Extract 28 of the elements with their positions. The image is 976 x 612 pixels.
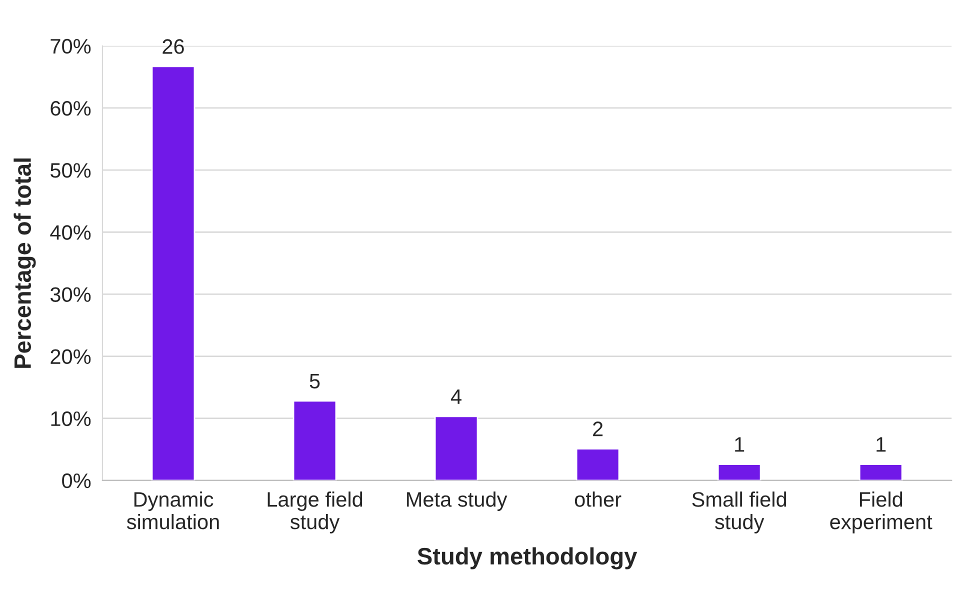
bar: [858, 464, 903, 480]
y-tick-label: 0%: [62, 473, 91, 488]
x-tick-label: Small field study: [692, 492, 786, 534]
x-tick-label: Field experiment: [830, 492, 932, 534]
y-tick-label: 40%: [50, 225, 91, 240]
y-tick-label: 70%: [50, 38, 91, 54]
y-tick-label: 20%: [50, 349, 91, 364]
x-tick-label: other: [574, 492, 622, 507]
y-tick-label: 60%: [50, 100, 91, 116]
annotation: 1: [876, 437, 886, 452]
bar: [151, 66, 196, 480]
annotation: 26: [162, 39, 184, 54]
y-tick-label: 50%: [50, 163, 91, 178]
y-axis-title: Percentage of total: [14, 158, 36, 368]
annotation: 5: [310, 374, 320, 389]
x-tick-label: Dynamic simulation: [126, 492, 219, 530]
y-tick-label: 10%: [51, 411, 91, 426]
x-axis-title: Study methodology: [418, 547, 638, 570]
bar: [434, 416, 478, 480]
bar: [292, 400, 337, 480]
bar: [717, 464, 762, 480]
annotation: 1: [735, 437, 744, 452]
x-tick-label: Meta study: [407, 492, 508, 511]
x-tick-label: Large field study: [268, 492, 362, 534]
annotation: 2: [593, 422, 603, 436]
y-tick-label: 30%: [50, 287, 91, 302]
annotation: 4: [450, 389, 462, 404]
bar: [576, 448, 620, 480]
